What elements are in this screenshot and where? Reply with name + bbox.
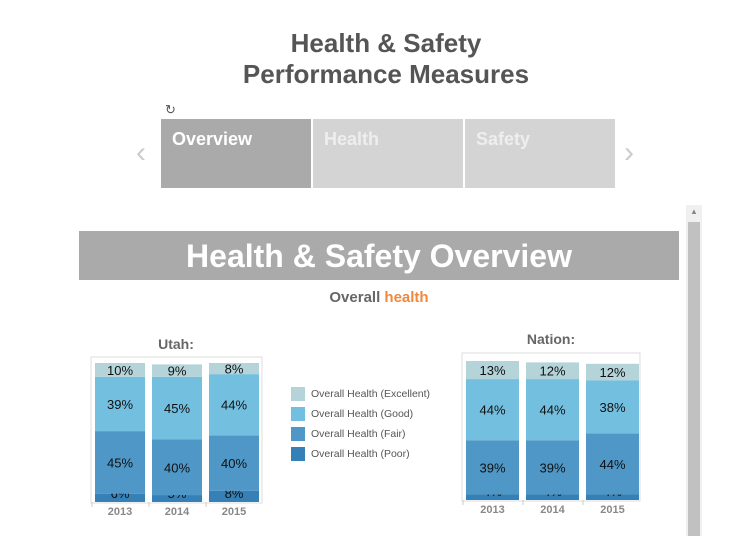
bar-segment[interactable] <box>526 494 579 500</box>
data-label: 9% <box>168 364 187 379</box>
bar-segment[interactable] <box>209 363 259 375</box>
legend-item[interactable]: Overall Health (Excellent) <box>291 387 430 401</box>
data-label: 10% <box>107 363 133 378</box>
data-label: 45% <box>107 455 133 470</box>
section-banner: Health & Safety Overview <box>79 231 679 280</box>
legend-label: Overall Health (Good) <box>311 408 414 420</box>
x-tick-label: 2014 <box>165 506 190 518</box>
bar-segment[interactable] <box>466 379 519 441</box>
bar-segment[interactable] <box>586 494 639 500</box>
bar-segment[interactable] <box>152 439 202 496</box>
title-line-2: Performance Measures <box>242 59 530 89</box>
x-tick-label: 2013 <box>108 506 132 518</box>
bar-segment[interactable] <box>526 362 579 380</box>
bar-segment[interactable] <box>586 380 639 434</box>
bar-segment[interactable] <box>466 494 519 500</box>
bar-segment[interactable] <box>209 490 259 502</box>
legend-label: Overall Health (Poor) <box>311 448 410 460</box>
legend-swatch <box>291 407 305 421</box>
data-label: 12% <box>539 364 565 379</box>
bar-segment[interactable] <box>209 435 259 491</box>
legend-item[interactable]: Overall Health (Good) <box>291 407 413 421</box>
bar-segment[interactable] <box>152 376 202 440</box>
legend-label: Overall Health (Excellent) <box>311 388 431 400</box>
bar-segment[interactable] <box>209 374 259 436</box>
x-tick-label: 2014 <box>540 504 565 516</box>
legend-item[interactable]: Overall Health (Fair) <box>291 427 406 441</box>
data-label: 12% <box>599 365 625 380</box>
data-label: 44% <box>221 398 247 413</box>
legend-label: Overall Health (Fair) <box>311 428 406 440</box>
legend-item[interactable]: Overall Health (Poor) <box>291 447 410 461</box>
subtitle-accent: health <box>384 289 429 306</box>
data-label: 39% <box>479 460 505 475</box>
subtitle-text: Overall <box>329 289 385 306</box>
data-label: 44% <box>539 403 565 418</box>
legend-swatch <box>291 447 305 461</box>
data-label: 38% <box>599 400 625 415</box>
x-tick-label: 2015 <box>222 506 246 518</box>
chart-title: Utah: <box>158 336 194 352</box>
next-arrow-icon[interactable]: › <box>624 136 634 169</box>
bar-segment[interactable] <box>466 440 519 495</box>
data-label: 44% <box>599 457 625 472</box>
tab-health[interactable]: Health <box>313 119 463 188</box>
scrollbar-thumb[interactable] <box>688 222 700 536</box>
bar-segment[interactable] <box>152 495 202 502</box>
data-label: 40% <box>164 460 190 475</box>
page-title: Health & Safety Performance Measures <box>0 28 749 90</box>
bar-segment[interactable] <box>526 440 579 495</box>
bar-segment[interactable] <box>95 363 145 377</box>
data-label: 45% <box>164 401 190 416</box>
chart-subtitle: Overall health <box>79 289 679 306</box>
chart-frame <box>461 352 641 502</box>
data-label: 44% <box>479 403 505 418</box>
prev-arrow-icon[interactable]: ‹ <box>136 136 146 169</box>
bar-segment[interactable] <box>95 493 145 502</box>
chart-title: Nation: <box>527 331 575 347</box>
scroll-up-icon[interactable]: ▲ <box>690 207 698 216</box>
data-label: 39% <box>107 397 133 412</box>
legend-swatch <box>291 427 305 441</box>
bar-segment[interactable] <box>95 376 145 432</box>
tab-safety[interactable]: Safety <box>465 119 615 188</box>
bar-segment[interactable] <box>586 363 639 381</box>
data-label: 8% <box>225 362 244 377</box>
data-label: 40% <box>221 456 247 471</box>
bar-segment[interactable] <box>466 361 519 380</box>
x-tick-label: 2013 <box>480 504 504 516</box>
bar-segment[interactable] <box>526 379 579 441</box>
title-line-1: Health & Safety <box>290 28 482 58</box>
tab-overview[interactable]: Overview <box>161 119 311 188</box>
x-tick-label: 2015 <box>600 504 624 516</box>
chart-frame <box>90 356 263 504</box>
legend-swatch <box>291 387 305 401</box>
bar-segment[interactable] <box>586 433 639 495</box>
data-label: 13% <box>479 363 505 378</box>
data-label: 39% <box>539 460 565 475</box>
refresh-icon[interactable]: ↻ <box>165 102 176 117</box>
bar-segment[interactable] <box>152 364 202 377</box>
bar-segment[interactable] <box>95 431 145 494</box>
